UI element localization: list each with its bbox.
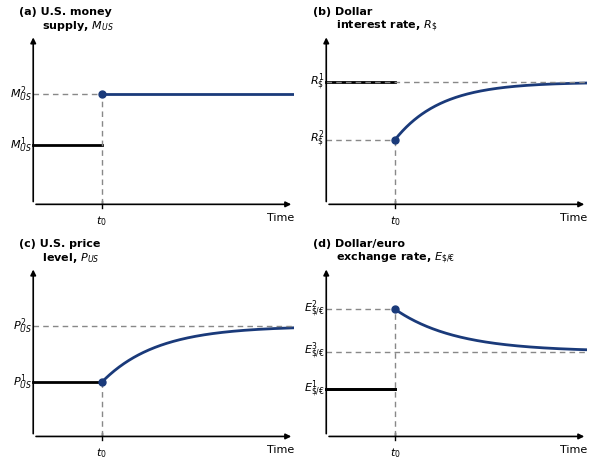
Text: (c) U.S. price
      level, $P_{US}$: (c) U.S. price level, $P_{US}$ [20, 239, 101, 265]
Text: $M^2_{US}$: $M^2_{US}$ [10, 84, 32, 104]
Text: $P^2_{US}$: $P^2_{US}$ [13, 316, 32, 336]
Text: Time: Time [560, 445, 587, 455]
Text: Time: Time [267, 213, 294, 223]
Text: Time: Time [267, 445, 294, 455]
Text: $R^1_{\$}$: $R^1_{\$}$ [310, 71, 325, 93]
Text: $E^2_{\$/€}$: $E^2_{\$/€}$ [304, 298, 325, 320]
Text: $R^2_{\$}$: $R^2_{\$}$ [310, 129, 325, 150]
Text: $t_0$: $t_0$ [96, 214, 108, 228]
Text: $t_0$: $t_0$ [96, 446, 108, 460]
Text: $E^3_{\$/€}$: $E^3_{\$/€}$ [304, 341, 325, 362]
Text: (d) Dollar/euro
      exchange rate, $E_{\$/€}$: (d) Dollar/euro exchange rate, $E_{\$/€}… [312, 239, 455, 267]
Text: Time: Time [560, 213, 587, 223]
Text: (a) U.S. money
      supply, $M_{US}$: (a) U.S. money supply, $M_{US}$ [20, 7, 114, 33]
Text: (b) Dollar
      interest rate, $R_{\$}$: (b) Dollar interest rate, $R_{\$}$ [312, 7, 437, 35]
Text: $M^1_{US}$: $M^1_{US}$ [10, 135, 32, 155]
Text: $P^1_{US}$: $P^1_{US}$ [13, 372, 32, 392]
Text: $E^1_{\$/€}$: $E^1_{\$/€}$ [304, 378, 325, 400]
Text: $t_0$: $t_0$ [390, 446, 400, 460]
Text: $t_0$: $t_0$ [390, 214, 400, 228]
